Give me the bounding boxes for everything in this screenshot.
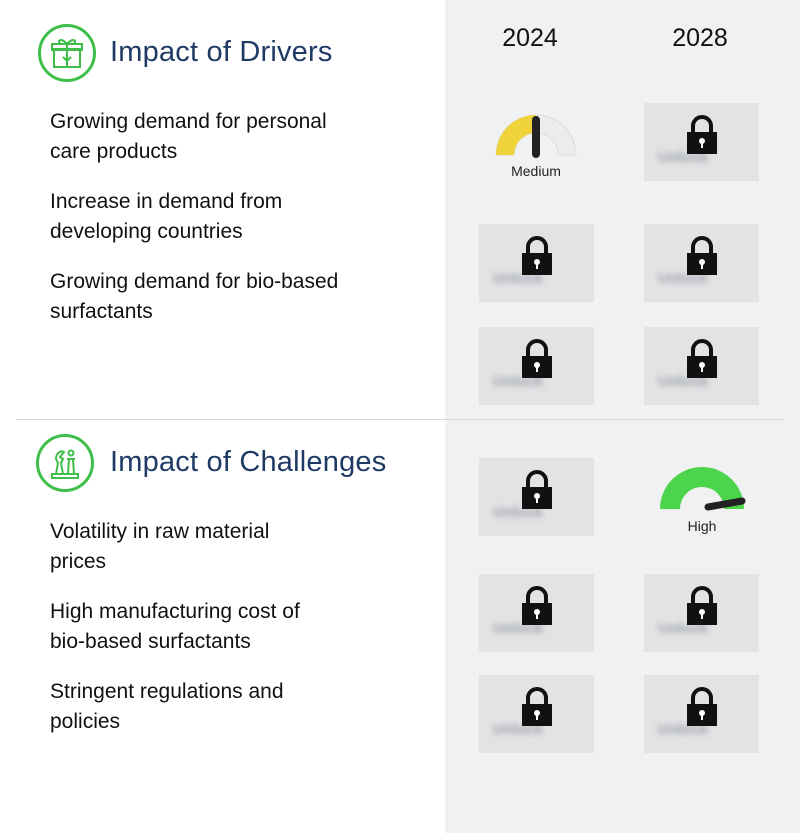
locked-cell[interactable]: Unlock [644, 675, 759, 753]
drivers-title: Impact of Drivers [110, 36, 333, 68]
challenge-item-2-line2: bio-based surfactants [50, 630, 251, 653]
drivers-gift-icon [38, 24, 96, 82]
challenges-title: Impact of Challenges [110, 446, 387, 478]
challenge-item-1-line1: Volatility in raw material [50, 520, 270, 543]
challenge-item-3-line1: Stringent regulations and [50, 680, 284, 703]
lock-icon [687, 586, 717, 625]
challenge-item-3: Stringent regulations and policies [50, 677, 410, 737]
driver-item-3-line1: Growing demand for bio-based [50, 270, 339, 293]
gauge-high-label: High [687, 518, 717, 534]
driver-item-2-line1: Increase in demand from [50, 190, 283, 213]
challenge-item-1-line2: prices [50, 550, 107, 573]
lock-icon [522, 687, 552, 726]
locked-cell[interactable]: Unlock [479, 458, 594, 536]
challenge-item-1: Volatility in raw material prices [50, 517, 410, 577]
lock-icon [522, 339, 552, 378]
lock-icon [687, 687, 717, 726]
lock-icon [522, 586, 552, 625]
lock-icon [522, 470, 552, 509]
gauge-medium-icon [495, 114, 577, 158]
year-header-2028: 2028 [672, 24, 728, 52]
locked-cell[interactable]: Unlock [479, 675, 594, 753]
lock-icon [687, 339, 717, 378]
lock-icon [522, 236, 552, 275]
locked-cell[interactable]: Unlock [644, 574, 759, 652]
driver-item-1-line2: care products [50, 140, 178, 163]
locked-cell[interactable]: Unlock [479, 574, 594, 652]
challenge-item-2-line1: High manufacturing cost of [50, 600, 300, 623]
locked-cell[interactable]: Unlock [644, 224, 759, 302]
gauge-high-icon [660, 467, 746, 511]
locked-cell[interactable]: Unlock [479, 224, 594, 302]
locked-cell[interactable]: Unlock [644, 103, 759, 181]
challenges-chess-icon [36, 434, 94, 492]
lock-icon [687, 115, 717, 154]
driver-item-2: Increase in demand from developing count… [50, 187, 410, 247]
driver-item-1: Growing demand for personal care product… [50, 107, 410, 167]
locked-cell[interactable]: Unlock [479, 327, 594, 405]
challenge-item-2: High manufacturing cost of bio-based sur… [50, 597, 410, 657]
section-divider [16, 419, 784, 420]
driver-item-3-line2: surfactants [50, 300, 153, 323]
driver-item-2-line2: developing countries [50, 220, 243, 243]
locked-cell[interactable]: Unlock [644, 327, 759, 405]
lock-icon [687, 236, 717, 275]
year-header-2024: 2024 [502, 24, 558, 52]
driver-item-3: Growing demand for bio-based surfactants [50, 267, 410, 327]
gauge-medium-label: Medium [511, 163, 561, 179]
challenge-item-3-line2: policies [50, 710, 121, 733]
driver-item-1-line1: Growing demand for personal [50, 110, 327, 133]
